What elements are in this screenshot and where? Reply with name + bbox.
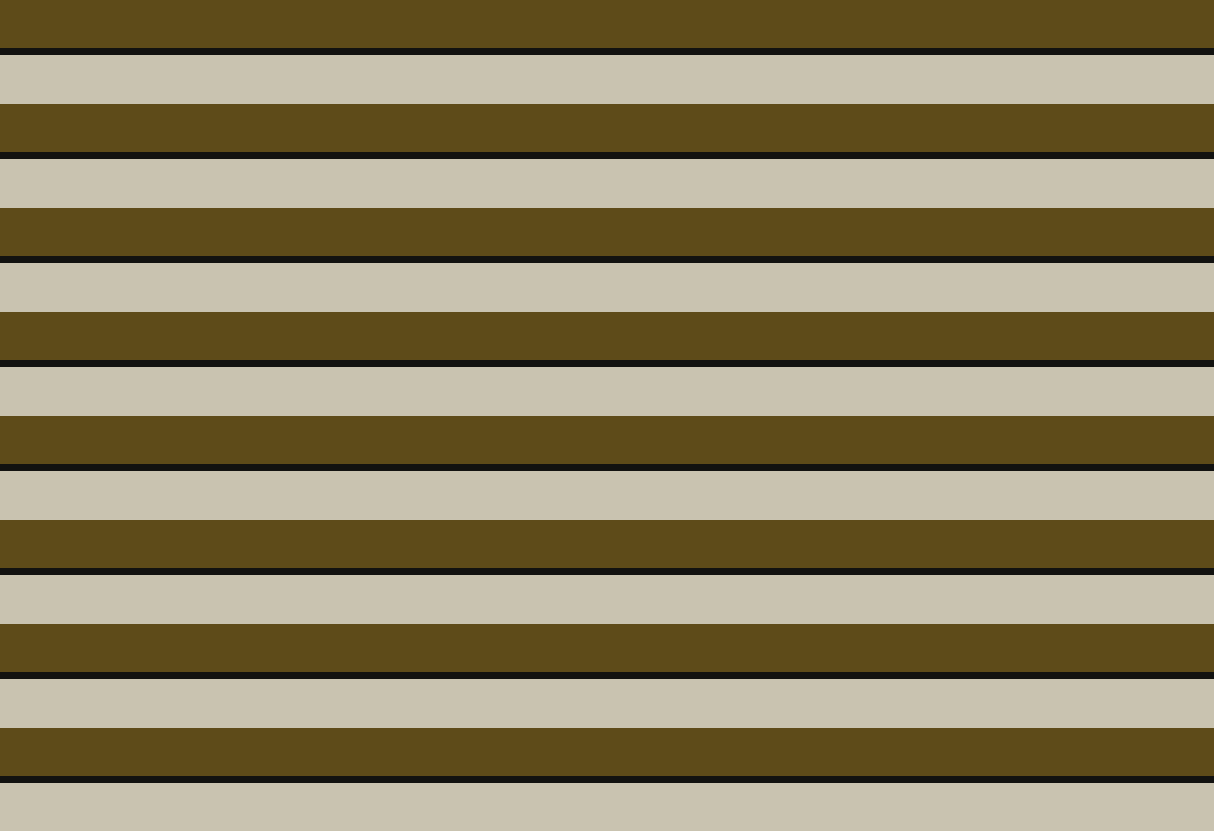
striped-pattern <box>0 0 1214 831</box>
page-body: {} (() => { const data = JSON.parse(docu… <box>0 0 1214 831</box>
page: Stripes html, body { margin: 0; padding:… <box>0 0 1214 831</box>
